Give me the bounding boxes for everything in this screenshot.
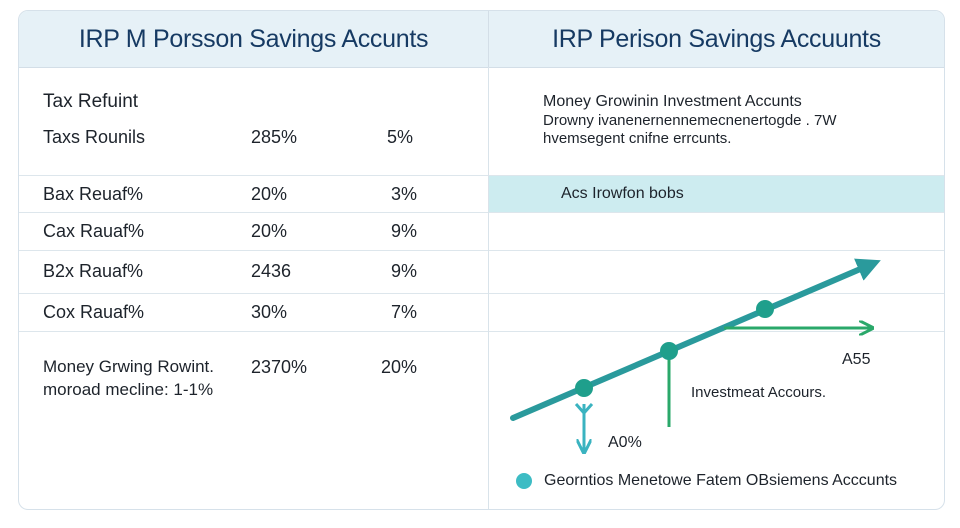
legend-dot-icon	[516, 473, 532, 489]
row-value-2: 7%	[391, 302, 418, 322]
summary-value-2: 20%	[381, 357, 418, 377]
savings-card: IRP M Porsson Savings Accunts IRP Periso…	[18, 10, 945, 510]
down-arrow-head-top	[574, 403, 594, 416]
summary-value-1: 2370%	[251, 357, 308, 377]
table-row: B2x Rauaf% 2436 9%	[19, 251, 488, 294]
row-value-1: 20%	[251, 221, 288, 241]
legend-label: Georntios Menetowe Fatem OBsiemens Acccu…	[544, 472, 898, 489]
row-value-1: 30%	[251, 302, 288, 322]
right-description-block: Money Growinin Investment Accunts Drowny…	[489, 67, 944, 176]
row-label: Cax Rauaf%	[43, 221, 145, 241]
left-header: IRP M Porsson Savings Accunts	[19, 11, 489, 68]
row-value-1: 20%	[251, 184, 288, 204]
row-label: Bax Reuaf%	[43, 184, 144, 204]
desc-title: Money Growinin Investment Accunts	[543, 93, 802, 110]
right-band: Acs Irowfon bobs	[489, 176, 944, 213]
right-header-title: IRP Perison Savings Accuunts	[552, 24, 881, 53]
column-divider	[488, 67, 489, 509]
row-value-2: 9%	[391, 261, 418, 281]
desc-line-3: hvemsegent cnifne errcunts.	[543, 130, 732, 147]
left-header-title: IRP M Porsson Savings Accunts	[78, 24, 429, 53]
band-label: Acs Irowfon bobs	[561, 185, 684, 202]
chart-annotation: Investmeat Accours.	[691, 384, 827, 401]
row-label: Cox Rauaf%	[43, 302, 145, 322]
row-value-1: 2436	[251, 261, 292, 281]
row-value-1: 285%	[251, 127, 298, 147]
row-value-2: 9%	[391, 221, 418, 241]
row-label: B2x Rauaf%	[43, 261, 144, 281]
row-value-2: 3%	[391, 184, 418, 204]
table-row: Cax Rauaf% 20% 9%	[19, 213, 488, 251]
section-label: Tax Refuint	[43, 91, 139, 112]
table-row: Bax Reuaf% 20% 3%	[19, 176, 488, 213]
right-empty-row	[489, 213, 944, 251]
summary-line-1: Money Grwing Rowint.	[43, 357, 215, 376]
data-point	[575, 379, 593, 397]
right-header: IRP Perison Savings Accuunts	[489, 11, 944, 68]
data-point	[660, 342, 678, 360]
point-label-a: A55	[842, 351, 871, 368]
row-value-2: 5%	[387, 127, 414, 147]
point-label-b: A0%	[608, 434, 642, 451]
right-empty-row	[489, 251, 944, 294]
summary-line-2: moroad mecline: 1-1%	[43, 380, 214, 399]
right-empty-row	[489, 294, 944, 332]
row-label: Taxs Rounils	[43, 127, 146, 147]
table-row: Cox Rauaf% 30% 7%	[19, 294, 488, 332]
desc-line-2: Drowny ivanenernennemecnenertogde . 7W	[543, 112, 837, 129]
summary-row: Money Grwing Rowint. moroad mecline: 1-1…	[19, 332, 488, 509]
table-row-header: Tax Refuint Taxs Rounils 285% 5%	[19, 67, 488, 176]
